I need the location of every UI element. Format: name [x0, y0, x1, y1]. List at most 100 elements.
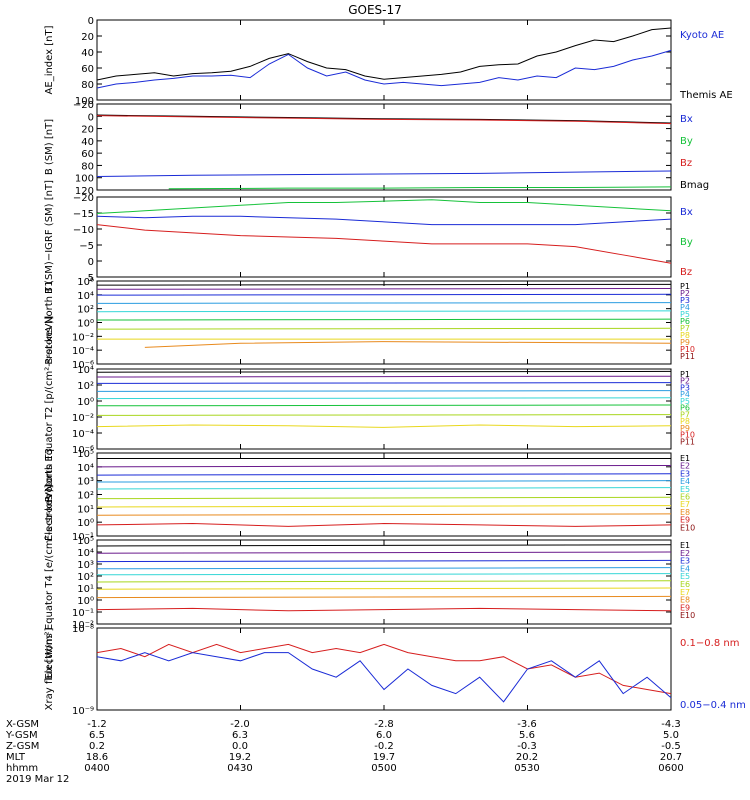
y-tick-label: 10⁵	[77, 449, 94, 460]
legend-entry: Bx	[680, 207, 693, 218]
axis-row-value: -4.3	[661, 719, 681, 730]
y-axis-label: Protons North T1	[44, 280, 55, 364]
y-tick-label: 10⁴	[77, 548, 94, 559]
series-line-P3	[96, 382, 672, 384]
series-line-E6	[96, 580, 672, 583]
y-tick-label: 10³	[77, 560, 94, 571]
y-tick-label: 100	[75, 174, 94, 185]
series-line-P6	[96, 318, 672, 321]
y-axis-label: Xray flux [W/m²]	[44, 628, 55, 711]
series-line-E1	[96, 544, 672, 547]
series-line-E4	[96, 480, 672, 483]
legend-entry: P8	[680, 417, 690, 426]
axis-row-value: 5.0	[663, 730, 679, 741]
axis-row-value: 0.2	[89, 741, 105, 752]
panel-frame	[96, 280, 672, 365]
series-line-P1	[96, 370, 672, 373]
series-line-P7	[96, 414, 672, 416]
y-tick-label: 0	[88, 257, 94, 268]
panel-5: 10⁵ 10⁴ 10³ 10² 10¹ 10⁰ 10⁻¹ Electrons North T3…	[44, 448, 695, 543]
series-line-P2	[96, 287, 672, 290]
axis-row-value: 5.6	[519, 730, 535, 741]
series-line-Bx	[96, 215, 672, 226]
y-tick-label: −20	[73, 193, 94, 204]
series-line-P4	[96, 302, 672, 304]
series-line-E3	[96, 473, 672, 476]
axis-row-value: 19.7	[373, 752, 395, 763]
legend-entry: P11	[680, 437, 695, 446]
y-axis-label: Electrons North T3	[44, 448, 55, 541]
legend-entry: By	[680, 237, 693, 248]
legend-entry: P10	[680, 431, 695, 440]
series-line-Bz	[96, 115, 672, 125]
legend-entry: P4	[680, 303, 690, 312]
axis-row-value: 0430	[227, 763, 252, 774]
axis-row-value: -3.6	[517, 719, 537, 730]
y-tick-label: 100	[75, 96, 94, 107]
legend-entry: E2	[680, 549, 690, 558]
series-line-P9	[144, 341, 672, 348]
y-tick-label: 20	[81, 125, 94, 136]
legend-entry: Kyoto AE	[680, 30, 724, 41]
series-line-Bx	[96, 170, 672, 177]
legend-entry: E10	[680, 523, 695, 532]
axis-row-value: 0.0	[232, 741, 248, 752]
y-tick-label: 5	[88, 273, 94, 284]
axis-row-value: 20.7	[660, 752, 682, 763]
series-line-E7	[96, 587, 672, 590]
y-tick-label: 80	[81, 80, 94, 91]
series-line-0.05−0.4 nm	[96, 652, 672, 703]
legend-entry: E2	[680, 462, 690, 471]
legend-entry: P7	[680, 410, 690, 419]
y-tick-label: 10⁻⁴	[72, 429, 94, 440]
axis-row-value: -0.3	[517, 741, 537, 752]
series-line-P5	[96, 310, 672, 313]
series-line-E2	[96, 551, 672, 554]
legend-entry: Themis AE	[679, 90, 733, 101]
axis-row-value: -0.2	[374, 741, 394, 752]
legend-entry: E5	[680, 485, 690, 494]
legend-entry: E7	[680, 500, 690, 509]
series-line-E9	[96, 607, 672, 612]
legend-entry: P5	[680, 397, 690, 406]
series-line-Bz	[96, 224, 672, 264]
legend-entry: P7	[680, 324, 690, 333]
y-tick-label: 10²	[77, 381, 94, 392]
axis-row-label: hhmm	[6, 763, 38, 774]
series-line-E7	[96, 505, 672, 508]
y-tick-label: 10⁻⁸	[72, 624, 94, 635]
legend-entry: P6	[680, 404, 690, 413]
series-line-P3	[96, 293, 672, 296]
y-tick-label: 10⁻⁶	[72, 445, 94, 456]
y-tick-label: −20	[73, 100, 94, 111]
y-tick-label: 10⁻⁶	[72, 360, 94, 371]
y-tick-label: 10⁻⁹	[72, 706, 94, 717]
y-axis-label: AE_index [nT]	[44, 25, 55, 94]
series-line-P7	[96, 327, 672, 330]
axis-row-value: -2.0	[230, 719, 250, 730]
y-axis-label: B (SM) [nT]	[44, 119, 55, 175]
y-tick-label: 0	[88, 16, 94, 27]
series-line-E8	[96, 513, 672, 516]
series-line-E9	[96, 523, 672, 527]
date-label: 2019 Mar 12	[6, 774, 69, 785]
legend-entry: 0.1−0.8 nm	[680, 638, 739, 649]
legend-entry: E9	[680, 603, 690, 612]
y-tick-label: 80	[81, 161, 94, 172]
y-tick-label: 10⁻¹	[72, 608, 94, 619]
legend-entry: E9	[680, 516, 690, 525]
axis-row-label: Y-GSM	[5, 730, 38, 741]
y-tick-label: 10⁵	[77, 536, 94, 547]
legend-entry: E10	[680, 611, 695, 620]
axis-row-value: 0530	[514, 763, 539, 774]
legend-entry: P6	[680, 317, 690, 326]
axis-row-label: MLT	[6, 752, 26, 763]
legend-entry: Bz	[680, 158, 692, 169]
legend-entry: P11	[680, 352, 695, 361]
y-tick-label: 0	[88, 112, 94, 123]
y-tick-label: 10⁴	[77, 463, 94, 474]
legend-entry: E1	[680, 541, 690, 550]
